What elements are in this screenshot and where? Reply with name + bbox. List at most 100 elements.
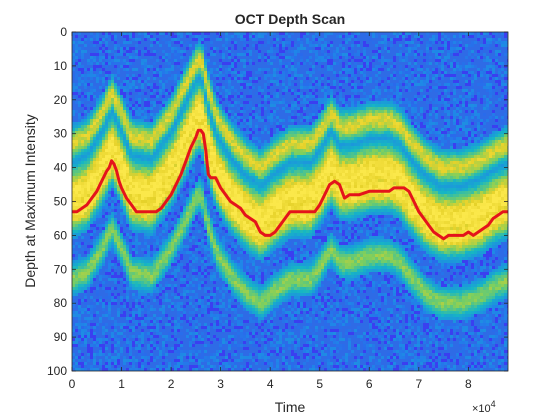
heatmap-cell	[105, 41, 108, 44]
heatmap-cell	[213, 353, 216, 356]
heatmap-cell	[72, 47, 75, 50]
heatmap-cell	[84, 338, 87, 341]
heatmap-cell	[105, 314, 108, 317]
heatmap-cell	[75, 185, 78, 188]
heatmap-cell	[195, 212, 198, 215]
heatmap-cell	[138, 227, 141, 230]
heatmap-cell	[168, 170, 171, 173]
heatmap-cell	[132, 104, 135, 107]
heatmap-cell	[135, 164, 138, 167]
heatmap-cell	[183, 62, 186, 65]
heatmap-cell	[123, 95, 126, 98]
heatmap-cell	[174, 125, 177, 128]
heatmap-cell	[72, 164, 75, 167]
heatmap-cell	[216, 224, 219, 227]
heatmap-cell	[87, 275, 90, 278]
heatmap-cell	[234, 173, 237, 176]
heatmap-cell	[144, 74, 147, 77]
heatmap-cell	[111, 272, 114, 275]
heatmap-cell	[87, 185, 90, 188]
heatmap-cell	[234, 227, 237, 230]
heatmap-cell	[234, 266, 237, 269]
heatmap-cell	[183, 314, 186, 317]
heatmap-cell	[234, 359, 237, 362]
heatmap-cell	[168, 173, 171, 176]
heatmap-cell	[108, 173, 111, 176]
heatmap-cell	[174, 254, 177, 257]
heatmap-cell	[102, 185, 105, 188]
heatmap-cell	[168, 188, 171, 191]
heatmap-cell	[228, 302, 231, 305]
heatmap-cell	[81, 80, 84, 83]
heatmap-cell	[150, 44, 153, 47]
heatmap-cell	[177, 62, 180, 65]
heatmap-cell	[114, 341, 117, 344]
heatmap-cell	[138, 266, 141, 269]
heatmap-cell	[165, 293, 168, 296]
heatmap-cell	[156, 278, 159, 281]
heatmap-cell	[99, 152, 102, 155]
heatmap-cell	[129, 257, 132, 260]
heatmap-cell	[150, 227, 153, 230]
heatmap-cell	[93, 263, 96, 266]
heatmap-cell	[198, 140, 201, 143]
heatmap-cell	[162, 83, 165, 86]
heatmap-cell	[90, 257, 93, 260]
heatmap-cell	[177, 218, 180, 221]
heatmap-cell	[99, 173, 102, 176]
heatmap-cell	[135, 269, 138, 272]
heatmap-cell	[225, 62, 228, 65]
heatmap-cell	[141, 260, 144, 263]
heatmap-cell	[84, 209, 87, 212]
heatmap-cell	[150, 143, 153, 146]
heatmap-cell	[120, 194, 123, 197]
heatmap-cell	[165, 188, 168, 191]
heatmap-cell	[96, 158, 99, 161]
heatmap-cell	[90, 38, 93, 41]
heatmap-cell	[93, 86, 96, 89]
heatmap-cell	[114, 335, 117, 338]
heatmap-cell	[123, 152, 126, 155]
heatmap-cell	[90, 182, 93, 185]
heatmap-cell	[72, 305, 75, 308]
heatmap-cell	[123, 311, 126, 314]
heatmap-cell	[240, 107, 243, 110]
heatmap-cell	[192, 335, 195, 338]
heatmap-cell	[228, 308, 231, 311]
heatmap-cell	[222, 89, 225, 92]
heatmap-cell	[78, 167, 81, 170]
heatmap-cell	[102, 191, 105, 194]
heatmap-cell	[75, 50, 78, 53]
heatmap-cell	[75, 257, 78, 260]
heatmap-cell	[231, 89, 234, 92]
heatmap-cell	[195, 221, 198, 224]
heatmap-cell	[123, 281, 126, 284]
heatmap-cell	[231, 215, 234, 218]
heatmap-cell	[81, 356, 84, 359]
heatmap-cell	[180, 314, 183, 317]
heatmap-cell	[129, 158, 132, 161]
heatmap-cell	[78, 173, 81, 176]
heatmap-cell	[90, 368, 93, 371]
heatmap-cell	[240, 116, 243, 119]
heatmap-cell	[204, 311, 207, 314]
heatmap-cell	[78, 122, 81, 125]
heatmap-cell	[135, 56, 138, 59]
heatmap-cell	[159, 158, 162, 161]
heatmap-cell	[147, 176, 150, 179]
heatmap-cell	[129, 77, 132, 80]
heatmap-cell	[96, 302, 99, 305]
heatmap-cell	[168, 200, 171, 203]
heatmap-cell	[108, 50, 111, 53]
heatmap-cell	[204, 227, 207, 230]
heatmap-cell	[117, 143, 120, 146]
heatmap-cell	[174, 56, 177, 59]
heatmap-cell	[84, 176, 87, 179]
heatmap-cell	[198, 314, 201, 317]
heatmap-cell	[195, 122, 198, 125]
heatmap-cell	[135, 293, 138, 296]
heatmap-cell	[81, 47, 84, 50]
heatmap-cell	[222, 212, 225, 215]
heatmap-cell	[156, 248, 159, 251]
heatmap-cell	[96, 80, 99, 83]
